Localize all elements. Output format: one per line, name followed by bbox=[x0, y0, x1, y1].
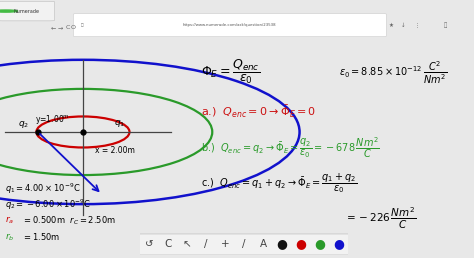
Text: a.)  $Q_{enc}=0 \rightarrow \bar{\Phi}_E = 0$: a.) $Q_{enc}=0 \rightarrow \bar{\Phi}_E … bbox=[201, 103, 317, 119]
Text: x = 2.00m: x = 2.00m bbox=[95, 146, 135, 155]
Text: ●: ● bbox=[334, 238, 344, 251]
Text: y=1.00$^m$: y=1.00$^m$ bbox=[35, 112, 70, 126]
Text: $q_1$: $q_1$ bbox=[114, 118, 125, 129]
Text: ↓: ↓ bbox=[401, 23, 405, 28]
Text: ↺: ↺ bbox=[145, 239, 154, 249]
Text: $q_1 = 4.00 \times 10^{-9}$C: $q_1 = 4.00 \times 10^{-9}$C bbox=[5, 182, 80, 196]
FancyBboxPatch shape bbox=[0, 1, 55, 21]
Text: $= 0.500$m  $r_C = 2.50$m: $= 0.500$m $r_C = 2.50$m bbox=[22, 215, 116, 227]
Text: b.)  $Q_{enc}=q_2 \rightarrow \bar{\Phi}_E=\dfrac{q_2}{\varepsilon_0}=-678\,\dfr: b.) $Q_{enc}=q_2 \rightarrow \bar{\Phi}_… bbox=[201, 135, 380, 160]
FancyBboxPatch shape bbox=[73, 14, 386, 37]
Text: ★: ★ bbox=[389, 23, 393, 28]
Text: $\varepsilon_0 = 8.85\times10^{-12}\,\dfrac{C^2}{Nm^2}$: $\varepsilon_0 = 8.85\times10^{-12}\,\df… bbox=[339, 60, 447, 86]
Text: A: A bbox=[259, 239, 267, 249]
Text: 👤: 👤 bbox=[444, 22, 447, 28]
Circle shape bbox=[0, 10, 18, 12]
Text: Numerade: Numerade bbox=[13, 9, 39, 14]
Text: $\Phi_E = \dfrac{Q_{enc}}{\varepsilon_0}$: $\Phi_E = \dfrac{Q_{enc}}{\varepsilon_0}… bbox=[201, 58, 261, 86]
Text: $r_b$: $r_b$ bbox=[5, 231, 14, 243]
Text: +: + bbox=[221, 239, 229, 249]
Text: ●: ● bbox=[296, 238, 306, 251]
Text: 🔒: 🔒 bbox=[80, 23, 83, 27]
FancyBboxPatch shape bbox=[136, 234, 353, 255]
Text: ●: ● bbox=[277, 238, 287, 251]
Text: $= 1.50$m: $= 1.50$m bbox=[22, 231, 60, 242]
Text: c.)  $Q_{enc}=q_1+q_2 \rightarrow \bar{\Phi}_E=\dfrac{q_1+q_2}{\varepsilon_0}$: c.) $Q_{enc}=q_1+q_2 \rightarrow \bar{\P… bbox=[201, 171, 358, 195]
Text: $r_a$: $r_a$ bbox=[5, 215, 14, 227]
Text: C: C bbox=[164, 239, 172, 249]
Text: ⋮: ⋮ bbox=[414, 23, 420, 28]
Text: C: C bbox=[65, 25, 70, 30]
Text: ←: ← bbox=[51, 25, 56, 30]
Text: /: / bbox=[242, 239, 246, 249]
Text: O: O bbox=[71, 25, 76, 30]
Text: ●: ● bbox=[315, 238, 325, 251]
Text: $q_2$: $q_2$ bbox=[18, 119, 29, 130]
Text: $q_2 = -6.00 \times 10^{-9}$C: $q_2 = -6.00 \times 10^{-9}$C bbox=[5, 198, 91, 212]
Text: /: / bbox=[204, 239, 208, 249]
Text: →: → bbox=[58, 25, 64, 30]
Text: https://www.numerade.com/ask/question/23538: https://www.numerade.com/ask/question/23… bbox=[183, 23, 277, 27]
Text: $= -226\,\dfrac{Nm^2}{C}$: $= -226\,\dfrac{Nm^2}{C}$ bbox=[344, 206, 416, 231]
Text: ↖: ↖ bbox=[183, 239, 191, 249]
